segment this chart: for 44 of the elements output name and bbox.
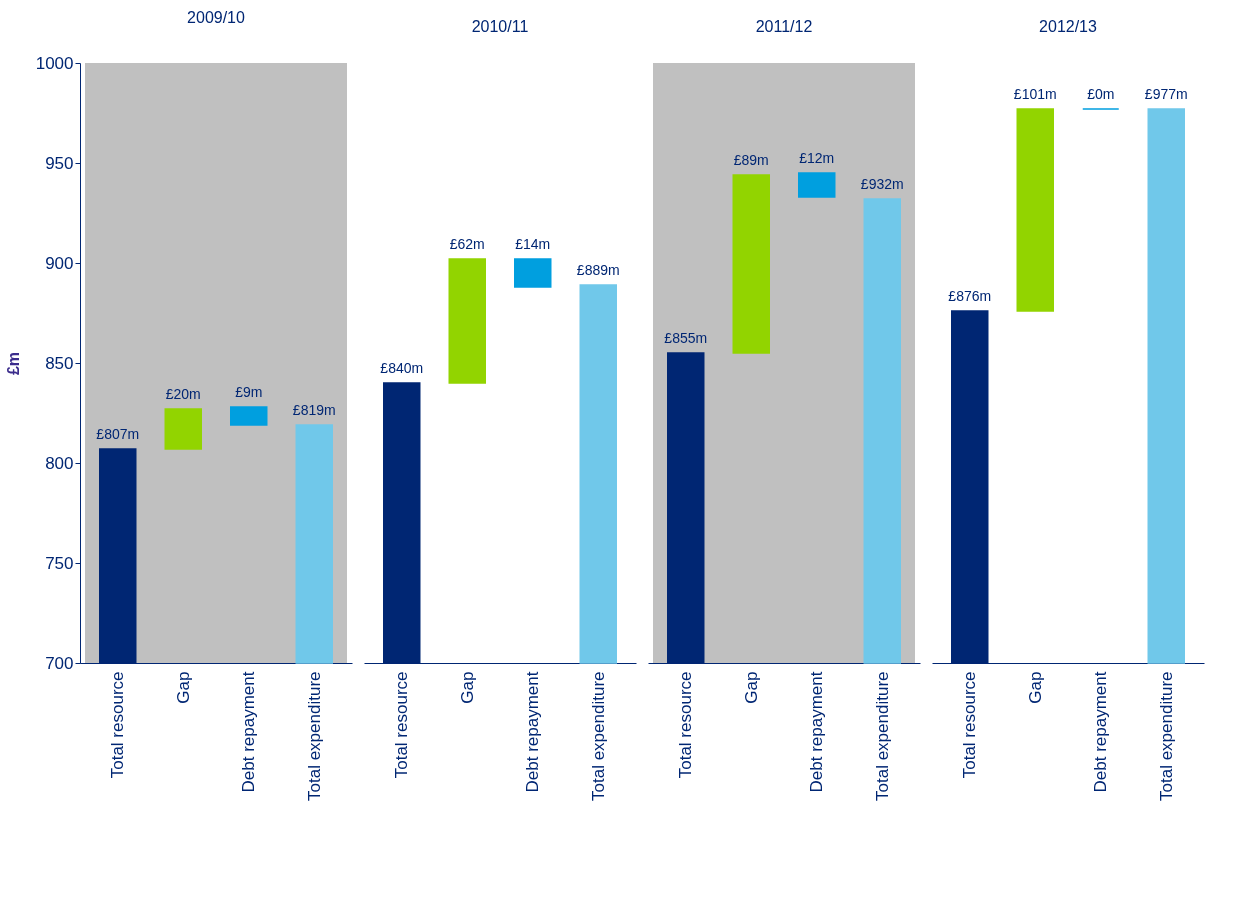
x-tick-label: Total resource (392, 671, 412, 779)
y-tick-label: 800 (45, 453, 74, 473)
x-tick-label: Total expenditure (588, 671, 608, 801)
y-tick-label: 750 (45, 553, 74, 573)
data-label: £14m (515, 236, 551, 252)
x-tick-label: Debt repayment (807, 671, 827, 793)
chart-title: 2012/13 (1039, 18, 1098, 35)
data-label: £840m (380, 360, 424, 376)
x-tick-label: Total resource (108, 671, 128, 779)
x-tick-label: Debt repayment (1091, 671, 1111, 793)
data-label: £9m (235, 384, 263, 400)
data-label: £807m (96, 426, 140, 442)
data-label: £101m (1013, 86, 1057, 102)
x-tick-label: Total expenditure (872, 671, 892, 801)
x-tick-label: Debt repayment (523, 671, 543, 793)
data-label: £932m (860, 176, 904, 192)
data-label: £855m (664, 330, 708, 346)
x-tick-label: Gap (457, 671, 477, 704)
y-axis-title: £m (4, 351, 22, 376)
y-tick-label: 900 (45, 253, 74, 273)
y-tick-label: 700 (45, 653, 74, 673)
chart-title: 2011/12 (755, 18, 813, 35)
data-label: £62m (449, 236, 485, 252)
x-tick-label: Total expenditure (1156, 671, 1176, 801)
data-label: £876m (948, 288, 992, 304)
chart-title: 2010/11 (471, 18, 529, 35)
y-tick-label: 1000 (35, 53, 74, 73)
x-tick-label: Gap (741, 671, 761, 704)
data-label: £889m (576, 262, 620, 278)
data-label: £819m (292, 402, 336, 418)
data-label: £977m (1144, 86, 1188, 102)
y-tick-label: 850 (45, 353, 74, 373)
x-tick-label: Debt repayment (239, 671, 259, 793)
x-tick-label: Gap (1025, 671, 1045, 704)
data-label: £0m (1087, 86, 1115, 102)
chart-title: 2009/10 (187, 9, 246, 26)
x-tick-label: Total expenditure (304, 671, 324, 801)
data-label: £12m (799, 150, 835, 166)
x-tick-label: Gap (173, 671, 193, 704)
y-tick-label: 950 (45, 153, 74, 173)
data-label: £20m (165, 386, 201, 402)
x-tick-label: Total resource (960, 671, 980, 779)
data-label: £89m (733, 152, 769, 168)
x-tick-label: Total resource (676, 671, 696, 779)
